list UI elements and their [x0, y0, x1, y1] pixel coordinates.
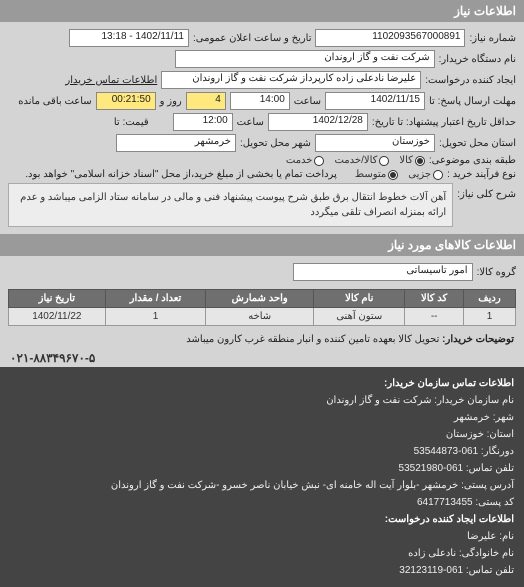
td-date: 1402/11/22: [9, 308, 106, 326]
radio-dot-icon: [379, 156, 389, 166]
validity-time-field: 12:00: [173, 113, 233, 131]
th-name: نام کالا: [314, 290, 405, 308]
deadline-time-field: 14:00: [230, 92, 290, 110]
time-label-1: ساعت: [294, 96, 321, 107]
addr-value: خرمشهر -بلوار آیت اله خامنه ای- نبش خیاب…: [111, 480, 458, 491]
price-until-label: قیمت: تا: [114, 117, 149, 128]
radio-khadamat[interactable]: کالا/خدمت: [334, 155, 389, 166]
announce-label: تاریخ و ساعت اعلان عمومی:: [193, 33, 312, 44]
fax-label: دورنگار:: [481, 446, 514, 457]
td-name: ستون آهنی: [314, 308, 405, 326]
clname-value: نادعلی زاده: [408, 548, 456, 559]
td-row: 1: [463, 308, 515, 326]
process-note: پرداخت تمام یا بخشی از مبلغ خرید،از محل …: [25, 169, 337, 180]
city-field: خرمشهر: [116, 134, 236, 152]
th-row: ردیف: [463, 290, 515, 308]
remaining-label: ساعت باقی مانده: [18, 96, 91, 107]
th-date: تاریخ نیاز: [9, 290, 106, 308]
org-value: شرکت نفت و گاز اروندان: [326, 395, 431, 406]
radio-low[interactable]: جزیی: [408, 169, 443, 180]
time-remaining-field: 00:21:50: [96, 92, 156, 110]
announce-field: 1402/11/11 - 13:18: [69, 29, 189, 47]
group-label: گروه کالا:: [477, 267, 516, 278]
table-header-row: ردیف کد کالا نام کالا واحد شمارش تعداد /…: [9, 290, 516, 308]
ctel-value: 061-32123119: [399, 565, 463, 576]
buyer-note-text: تحویل کالا بعهده تامین کننده و انبار منط…: [186, 334, 439, 345]
time-label-2: ساعت: [237, 117, 264, 128]
form-area: شماره نیاز: 1102093567000891 تاریخ و ساع…: [0, 22, 524, 234]
days-label: روز و: [160, 96, 182, 107]
th-code: کد کالا: [405, 290, 464, 308]
buyer-note-label: توضیحات خریدار:: [442, 334, 514, 345]
state2-label: استان:: [487, 429, 514, 440]
header-title: اطلاعات نیاز: [0, 0, 524, 22]
radio-khadamat-label: کالا/خدمت: [334, 155, 377, 166]
radio-dot-icon: [314, 156, 324, 166]
post-label: کد پستی:: [475, 497, 514, 508]
city2-value: خرمشهر: [454, 412, 490, 423]
td-code: --: [405, 308, 464, 326]
state-label: استان محل تحویل:: [439, 138, 516, 149]
ctel-label: تلفن تماس:: [466, 565, 514, 576]
validity-label: حداقل تاریخ اعتبار پیشنهاد: تا تاریخ:: [372, 117, 516, 128]
radio-low-label: جزیی: [408, 169, 431, 180]
td-qty: 1: [105, 308, 206, 326]
clname-label: نام خانوادگی:: [459, 548, 514, 559]
radio-service[interactable]: خدمت: [286, 155, 325, 166]
buyer-name-field: شرکت نفت و گاز اروندان: [175, 50, 435, 68]
tel-label: تلفن تماس:: [466, 463, 514, 474]
phone-number: ۰۲۱-۸۸۳۴۹۶۷۰-۵: [0, 349, 524, 367]
desc-label: شرح کلی نیاز:: [457, 183, 516, 200]
category-label: طبقه بندی موضوعی:: [429, 155, 516, 166]
radio-mid[interactable]: متوسط: [355, 169, 398, 180]
cname-value: علیرضا: [467, 531, 496, 542]
radio-service-label: خدمت: [286, 155, 313, 166]
days-remaining-field: 4: [186, 92, 226, 110]
contact-box: اطلاعات تماس سازمان خریدار: نام سازمان خ…: [0, 367, 524, 587]
goods-table: ردیف کد کالا نام کالا واحد شمارش تعداد /…: [8, 289, 516, 326]
creator-label: ایجاد کننده درخواست:: [425, 75, 516, 86]
radio-kala-label: کالا: [399, 155, 413, 166]
org-label: نام سازمان خریدار:: [434, 395, 514, 406]
radio-dot-icon: [388, 170, 398, 180]
contact-link[interactable]: اطلاعات تماس خریدار: [65, 75, 157, 86]
goods-section-title: اطلاعات کالاهای مورد نیاز: [0, 234, 524, 256]
fax-value: 061-53544873: [414, 446, 479, 457]
tel-value: 061-53521980: [399, 463, 464, 474]
radio-dot-icon: [415, 156, 425, 166]
state-field: خوزستان: [315, 134, 435, 152]
desc-box: آهن آلات خطوط انتقال برق طبق شرح پیوست پ…: [8, 183, 453, 227]
buyer-name-label: نام دستگاه خریدار:: [439, 54, 516, 65]
radio-dot-icon: [433, 170, 443, 180]
cname-label: نام:: [499, 531, 514, 542]
th-unit: واحد شمارش: [206, 290, 314, 308]
state2-value: خوزستان: [446, 429, 484, 440]
table-row[interactable]: 1 -- ستون آهنی شاخه 1 1402/11/22: [9, 308, 516, 326]
deadline-label: مهلت ارسال پاسخ: تا: [429, 96, 516, 107]
td-unit: شاخه: [206, 308, 314, 326]
process-label: نوع فرآیند خرید :: [447, 169, 516, 180]
req-no-field: 1102093567000891: [315, 29, 465, 47]
radio-kala[interactable]: کالا: [399, 155, 425, 166]
city-label: شهر محل تحویل:: [240, 138, 311, 149]
group-field: امور تاسیساتی: [293, 263, 473, 281]
deadline-date-field: 1402/11/15: [325, 92, 425, 110]
post-value: 6417713455: [417, 497, 473, 508]
req-creator-section: اطلاعات ایجاد کننده درخواست:: [10, 511, 514, 528]
th-qty: تعداد / مقدار: [105, 290, 206, 308]
city2-label: شهر:: [493, 412, 514, 423]
contact-section-title: اطلاعات تماس سازمان خریدار:: [10, 375, 514, 392]
req-no-label: شماره نیاز:: [469, 33, 516, 44]
addr-label: آدرس پستی:: [461, 480, 514, 491]
creator-field: علیرضا نادعلی زاده کارپرداز شرکت نفت و گ…: [161, 71, 421, 89]
validity-date-field: 1402/12/28: [268, 113, 368, 131]
radio-mid-label: متوسط: [355, 169, 386, 180]
